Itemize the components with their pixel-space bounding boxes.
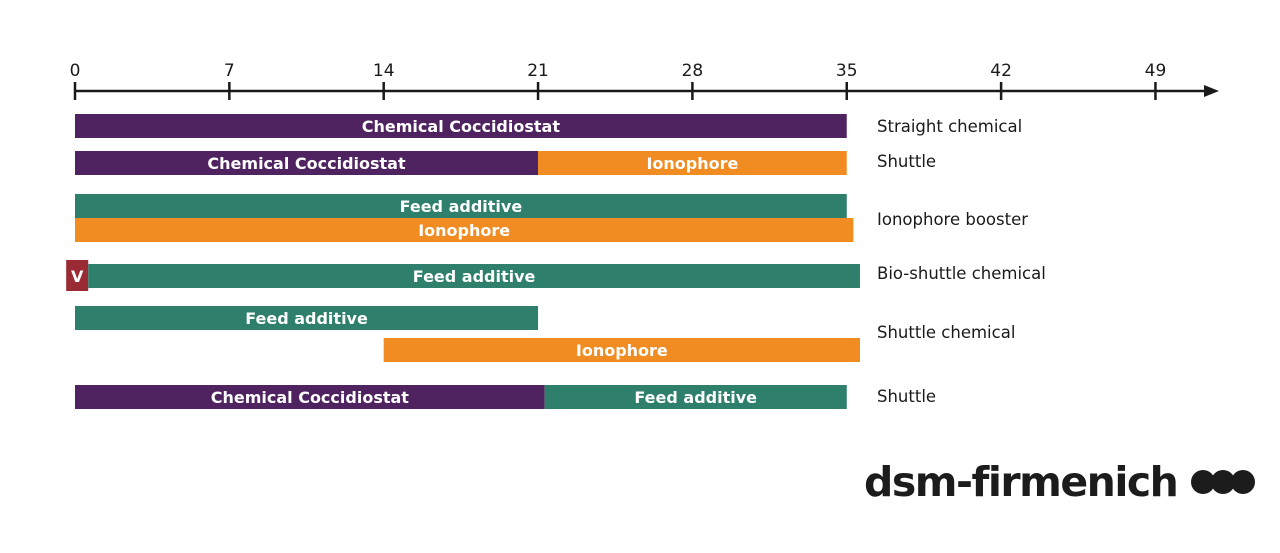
bar-label: Feed additive xyxy=(400,197,523,216)
bar xyxy=(75,151,539,175)
bar xyxy=(544,385,847,409)
row-label: Ionophore booster xyxy=(877,210,1028,229)
bar xyxy=(383,338,860,362)
bar xyxy=(75,114,847,138)
bar-label: Chemical Coccidiostat xyxy=(211,388,410,407)
bar-label: V xyxy=(71,267,84,286)
bar-label: Feed additive xyxy=(245,309,368,328)
row-label: Shuttle xyxy=(877,152,936,171)
bar xyxy=(75,218,854,242)
brand-logo-text: dsm-firmenich xyxy=(864,458,1179,506)
x-axis: 0 7 14 21 28 35 42 49 xyxy=(70,61,1219,100)
x-tick-label: 21 xyxy=(527,61,549,81)
bar xyxy=(538,151,847,175)
bar-label: Chemical Coccidiostat xyxy=(362,117,561,136)
x-tick-label: 28 xyxy=(682,61,704,81)
bar xyxy=(75,306,539,330)
brand-logo: dsm-firmenich xyxy=(864,458,1256,506)
row-label: Shuttle xyxy=(877,387,936,406)
x-tick-label: 14 xyxy=(373,61,395,81)
row-labels: Straight chemical Shuttle Ionophore booste… xyxy=(877,117,1046,406)
row-label: Bio-shuttle chemical xyxy=(877,264,1046,283)
bar-label: Ionophore xyxy=(576,341,668,360)
bar-label: Feed additive xyxy=(413,267,536,286)
bar-label: Chemical Coccidiostat xyxy=(207,154,406,173)
x-tick-label: 0 xyxy=(70,61,81,81)
row-label: Shuttle chemical xyxy=(877,323,1015,342)
bars: Chemical Coccidiostat Chemical Coccidiost… xyxy=(66,114,860,409)
bar xyxy=(75,385,545,409)
x-tick-label: 35 xyxy=(836,61,858,81)
bar xyxy=(66,260,89,291)
bar xyxy=(88,264,860,288)
bar xyxy=(75,194,847,218)
x-tick-label: 49 xyxy=(1145,61,1167,81)
x-tick-label: 7 xyxy=(224,61,235,81)
row-label: Straight chemical xyxy=(877,117,1022,136)
bar-label: Feed additive xyxy=(634,388,757,407)
x-axis-arrow-icon xyxy=(1204,85,1219,97)
x-tick-label: 42 xyxy=(990,61,1012,81)
brand-logo-dots-icon xyxy=(1191,470,1256,494)
bar-label: Ionophore xyxy=(418,221,510,240)
bar-label: Ionophore xyxy=(646,154,738,173)
